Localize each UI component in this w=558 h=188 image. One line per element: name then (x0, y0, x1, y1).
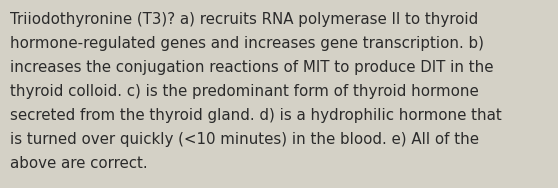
Text: increases the conjugation reactions of MIT to produce DIT in the: increases the conjugation reactions of M… (10, 60, 493, 75)
Text: Triiodothyronine (T3)? a) recruits RNA polymerase II to thyroid: Triiodothyronine (T3)? a) recruits RNA p… (10, 12, 478, 27)
Text: is turned over quickly (<10 minutes) in the blood. e) All of the: is turned over quickly (<10 minutes) in … (10, 132, 479, 147)
Text: hormone-regulated genes and increases gene transcription. b): hormone-regulated genes and increases ge… (10, 36, 484, 51)
Text: above are correct.: above are correct. (10, 156, 148, 171)
Text: secreted from the thyroid gland. d) is a hydrophilic hormone that: secreted from the thyroid gland. d) is a… (10, 108, 502, 123)
Text: thyroid colloid. c) is the predominant form of thyroid hormone: thyroid colloid. c) is the predominant f… (10, 84, 479, 99)
